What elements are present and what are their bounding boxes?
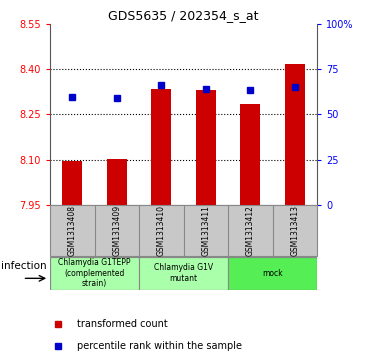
Text: GSM1313409: GSM1313409	[112, 205, 121, 256]
Text: infection: infection	[1, 261, 47, 270]
Text: GSM1313408: GSM1313408	[68, 205, 77, 256]
Text: mock: mock	[262, 269, 283, 278]
Text: GSM1313410: GSM1313410	[157, 205, 166, 256]
Bar	[228, 257, 317, 290]
Text: Chlamydia G1V
mutant: Chlamydia G1V mutant	[154, 264, 213, 283]
Text: GSM1313411: GSM1313411	[201, 205, 210, 256]
Bar	[285, 65, 305, 205]
Bar	[139, 257, 228, 290]
Text: transformed count: transformed count	[77, 319, 168, 329]
Bar	[240, 104, 260, 205]
Bar	[107, 159, 127, 205]
Text: GSM1313412: GSM1313412	[246, 205, 255, 256]
Text: GSM1313413: GSM1313413	[290, 205, 299, 256]
Title: GDS5635 / 202354_s_at: GDS5635 / 202354_s_at	[108, 9, 259, 23]
Text: Chlamydia G1TEPP
(complemented
strain): Chlamydia G1TEPP (complemented strain)	[58, 258, 131, 288]
Text: percentile rank within the sample: percentile rank within the sample	[77, 341, 242, 351]
Bar	[50, 257, 139, 290]
Bar	[196, 90, 216, 205]
Bar	[62, 161, 82, 205]
Bar	[151, 89, 171, 205]
